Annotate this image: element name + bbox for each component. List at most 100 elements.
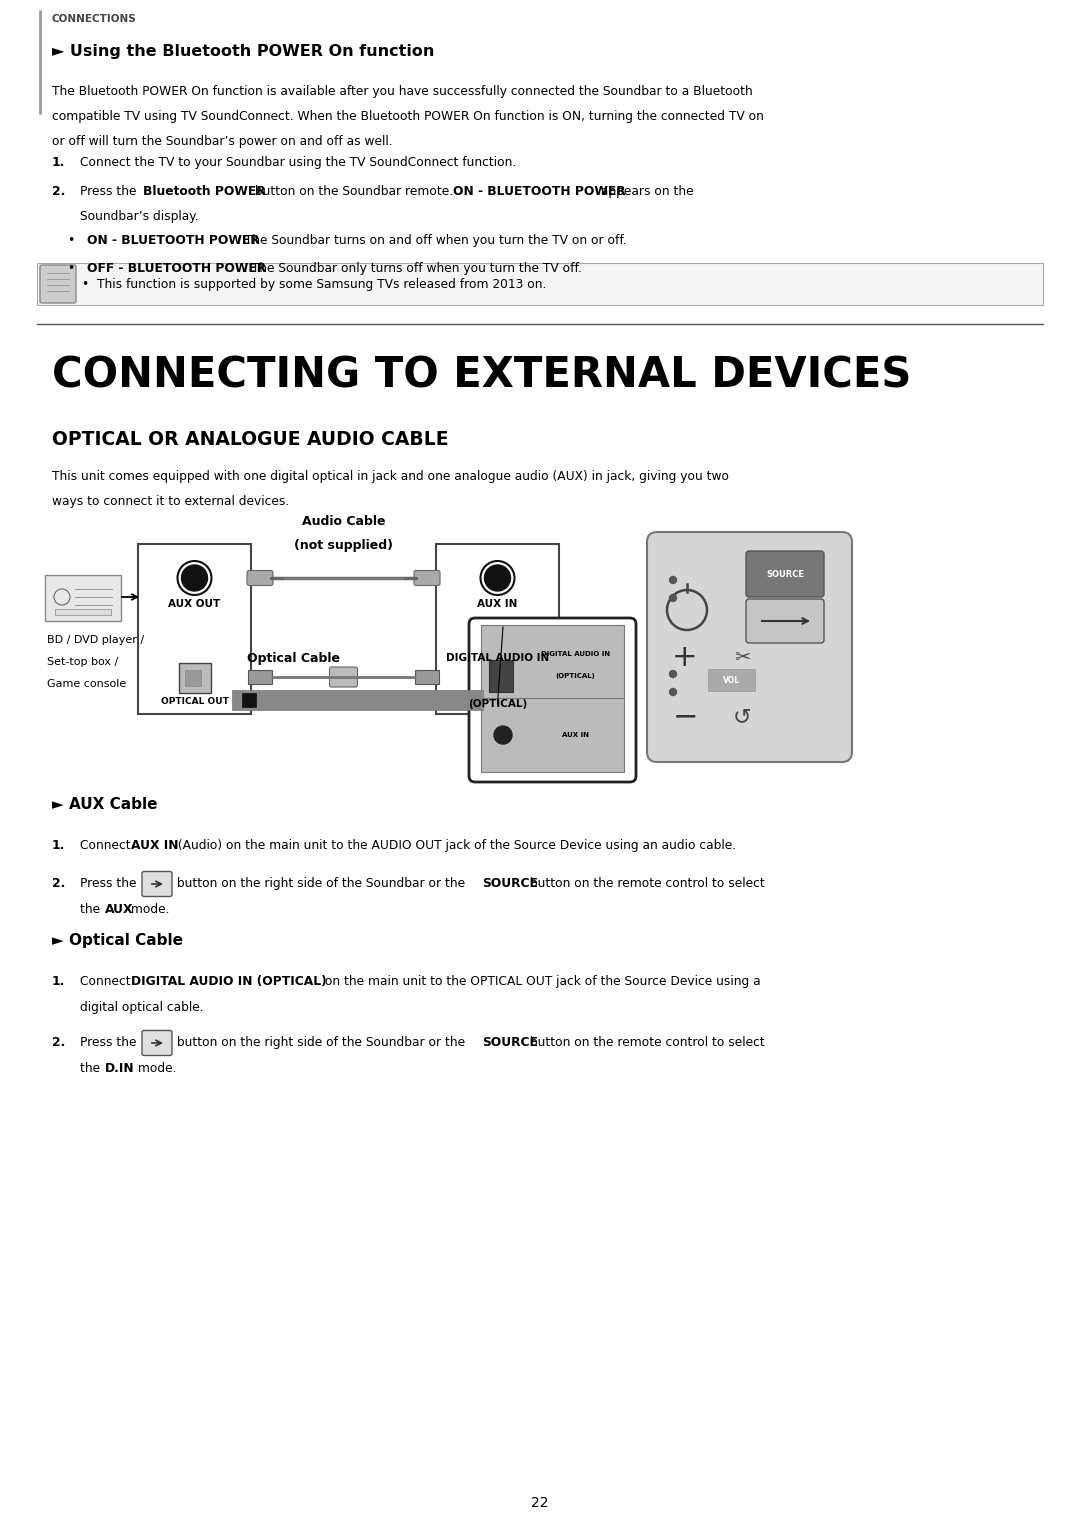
Text: CONNECTIONS: CONNECTIONS bbox=[52, 14, 137, 25]
FancyBboxPatch shape bbox=[178, 663, 211, 692]
Text: DIGITAL AUDIO IN: DIGITAL AUDIO IN bbox=[446, 653, 549, 663]
Text: CONNECTING TO EXTERNAL DEVICES: CONNECTING TO EXTERNAL DEVICES bbox=[52, 354, 912, 395]
Text: Soundbar’s display.: Soundbar’s display. bbox=[80, 210, 199, 224]
Text: •: • bbox=[67, 234, 75, 247]
FancyBboxPatch shape bbox=[242, 692, 256, 706]
Text: This unit comes equipped with one digital optical in jack and one analogue audio: This unit comes equipped with one digita… bbox=[52, 470, 729, 483]
Text: OFF - BLUETOOTH POWER: OFF - BLUETOOTH POWER bbox=[87, 262, 266, 276]
Text: •  This function is supported by some Samsung TVs released from 2013 on.: • This function is supported by some Sam… bbox=[82, 277, 546, 291]
FancyBboxPatch shape bbox=[647, 532, 852, 761]
Text: AUX OUT: AUX OUT bbox=[168, 599, 220, 610]
Text: SOURCE: SOURCE bbox=[766, 570, 804, 579]
Text: button on the Soundbar remote.: button on the Soundbar remote. bbox=[251, 185, 457, 198]
Text: 2.: 2. bbox=[52, 1036, 66, 1049]
Text: AUX IN: AUX IN bbox=[563, 732, 590, 738]
FancyBboxPatch shape bbox=[37, 264, 1043, 305]
FancyBboxPatch shape bbox=[482, 663, 513, 692]
Text: VOL: VOL bbox=[723, 676, 740, 685]
Text: Game console: Game console bbox=[48, 679, 126, 689]
Text: 22: 22 bbox=[531, 1497, 549, 1511]
Text: (OPTICAL): (OPTICAL) bbox=[468, 699, 527, 709]
Circle shape bbox=[494, 726, 512, 745]
Text: •: • bbox=[67, 262, 75, 276]
Text: SOURCE: SOURCE bbox=[482, 876, 538, 890]
FancyBboxPatch shape bbox=[329, 666, 357, 686]
Text: AUX IN: AUX IN bbox=[477, 599, 517, 610]
Text: BD / DVD player /: BD / DVD player / bbox=[48, 634, 144, 645]
Text: ways to connect it to external devices.: ways to connect it to external devices. bbox=[52, 495, 289, 509]
FancyBboxPatch shape bbox=[469, 617, 636, 781]
Text: or off will turn the Soundbar’s power on and off as well.: or off will turn the Soundbar’s power on… bbox=[52, 135, 393, 149]
Text: +: + bbox=[672, 642, 698, 671]
Circle shape bbox=[485, 565, 511, 591]
Text: Set-top box /: Set-top box / bbox=[48, 657, 118, 666]
Text: Connect the TV to your Soundbar using the TV SoundConnect function.: Connect the TV to your Soundbar using th… bbox=[80, 156, 516, 169]
FancyBboxPatch shape bbox=[414, 570, 440, 585]
Text: Optical Cable: Optical Cable bbox=[247, 653, 340, 665]
Text: ► Using the Bluetooth POWER On function: ► Using the Bluetooth POWER On function bbox=[52, 44, 434, 60]
Text: ✂: ✂ bbox=[733, 648, 751, 666]
Text: on the main unit to the OPTICAL OUT jack of the Source Device using a: on the main unit to the OPTICAL OUT jack… bbox=[321, 974, 760, 988]
Text: D.IN: D.IN bbox=[105, 1062, 135, 1075]
FancyBboxPatch shape bbox=[708, 669, 755, 691]
Text: Press the: Press the bbox=[80, 876, 140, 890]
Text: mode.: mode. bbox=[134, 1062, 177, 1075]
Text: Press the: Press the bbox=[80, 185, 140, 198]
FancyBboxPatch shape bbox=[489, 660, 513, 692]
FancyBboxPatch shape bbox=[247, 570, 273, 585]
Text: button on the right side of the Soundbar or the: button on the right side of the Soundbar… bbox=[173, 876, 469, 890]
FancyBboxPatch shape bbox=[248, 671, 272, 683]
Text: (not supplied): (not supplied) bbox=[294, 539, 393, 552]
FancyBboxPatch shape bbox=[415, 671, 438, 683]
FancyBboxPatch shape bbox=[45, 574, 121, 620]
FancyBboxPatch shape bbox=[746, 599, 824, 643]
Text: 1.: 1. bbox=[52, 156, 66, 169]
Circle shape bbox=[670, 594, 676, 602]
Text: OPTICAL OR ANALOGUE AUDIO CABLE: OPTICAL OR ANALOGUE AUDIO CABLE bbox=[52, 430, 448, 449]
Text: the: the bbox=[80, 902, 104, 916]
FancyBboxPatch shape bbox=[481, 699, 624, 772]
FancyBboxPatch shape bbox=[488, 669, 503, 686]
Text: : The Soundbar only turns off when you turn the TV off.: : The Soundbar only turns off when you t… bbox=[241, 262, 582, 276]
Circle shape bbox=[670, 688, 676, 696]
Text: compatible TV using TV SoundConnect. When the Bluetooth POWER On function is ON,: compatible TV using TV SoundConnect. Whe… bbox=[52, 110, 764, 123]
Text: 1.: 1. bbox=[52, 974, 66, 988]
Text: The Bluetooth POWER On function is available after you have successfully connect: The Bluetooth POWER On function is avail… bbox=[52, 84, 753, 98]
FancyBboxPatch shape bbox=[436, 544, 559, 714]
FancyBboxPatch shape bbox=[55, 610, 111, 614]
Text: button on the remote control to select: button on the remote control to select bbox=[526, 876, 765, 890]
Text: Press the: Press the bbox=[80, 1036, 140, 1049]
Text: −: − bbox=[672, 703, 698, 731]
FancyBboxPatch shape bbox=[141, 1031, 172, 1056]
Text: ↺: ↺ bbox=[732, 706, 752, 728]
Text: AUX IN: AUX IN bbox=[131, 840, 178, 852]
Text: AUX: AUX bbox=[105, 902, 134, 916]
Text: Connect: Connect bbox=[80, 974, 135, 988]
Text: appears on the: appears on the bbox=[596, 185, 693, 198]
FancyBboxPatch shape bbox=[138, 544, 251, 714]
Text: SOURCE: SOURCE bbox=[482, 1036, 538, 1049]
Text: 1.: 1. bbox=[52, 840, 66, 852]
Text: ► AUX Cable: ► AUX Cable bbox=[52, 797, 158, 812]
Text: button on the remote control to select: button on the remote control to select bbox=[526, 1036, 765, 1049]
FancyBboxPatch shape bbox=[141, 872, 172, 896]
FancyBboxPatch shape bbox=[40, 265, 76, 303]
Text: Connect: Connect bbox=[80, 840, 135, 852]
FancyBboxPatch shape bbox=[186, 669, 201, 686]
Text: (Audio) on the main unit to the AUDIO OUT jack of the Source Device using an aud: (Audio) on the main unit to the AUDIO OU… bbox=[174, 840, 737, 852]
FancyBboxPatch shape bbox=[232, 689, 483, 709]
Text: ON - BLUETOOTH POWER: ON - BLUETOOTH POWER bbox=[453, 185, 625, 198]
Text: 2.: 2. bbox=[52, 876, 66, 890]
Text: ► Optical Cable: ► Optical Cable bbox=[52, 933, 183, 948]
Circle shape bbox=[670, 671, 676, 677]
Text: 2.: 2. bbox=[52, 185, 66, 198]
Text: mode.: mode. bbox=[127, 902, 170, 916]
Circle shape bbox=[181, 565, 207, 591]
Text: ON - BLUETOOTH POWER: ON - BLUETOOTH POWER bbox=[87, 234, 259, 247]
FancyBboxPatch shape bbox=[481, 625, 624, 699]
FancyBboxPatch shape bbox=[746, 552, 824, 597]
Text: button on the right side of the Soundbar or the: button on the right side of the Soundbar… bbox=[173, 1036, 469, 1049]
Text: (OPTICAL): (OPTICAL) bbox=[556, 673, 596, 679]
Text: Audio Cable: Audio Cable bbox=[301, 515, 386, 529]
Text: DIGITAL AUDIO IN: DIGITAL AUDIO IN bbox=[541, 651, 610, 657]
